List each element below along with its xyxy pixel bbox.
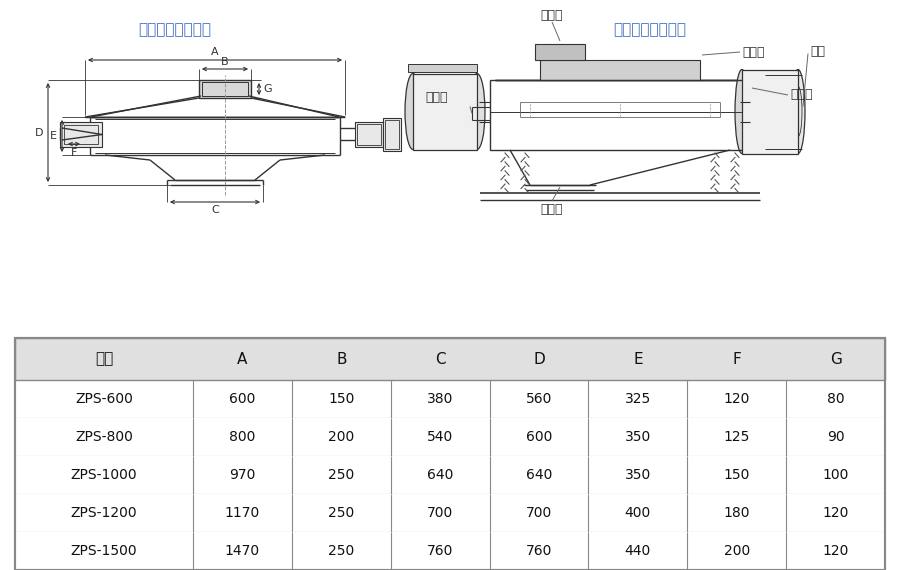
- Text: 型号: 型号: [94, 352, 113, 367]
- Text: 640: 640: [427, 468, 454, 482]
- Text: 125: 125: [724, 430, 750, 444]
- Bar: [60, 122, 102, 147]
- Text: ZPS-600: ZPS-600: [75, 392, 133, 406]
- Text: E: E: [633, 352, 643, 367]
- Text: 640: 640: [526, 468, 553, 482]
- Text: 400: 400: [625, 506, 651, 520]
- Bar: [385, 120, 399, 149]
- Bar: [15, 494, 885, 532]
- Text: 进料口: 进料口: [541, 9, 563, 22]
- Text: 出料口: 出料口: [541, 203, 563, 216]
- Text: 100: 100: [823, 468, 849, 482]
- Text: A: A: [212, 47, 219, 57]
- Text: 150: 150: [724, 468, 750, 482]
- Bar: [535, 44, 585, 60]
- Text: 120: 120: [823, 544, 849, 558]
- Text: E: E: [50, 131, 57, 141]
- Bar: [15, 456, 885, 494]
- Ellipse shape: [735, 70, 749, 153]
- Text: 电机: 电机: [810, 45, 825, 58]
- Text: 600: 600: [526, 430, 553, 444]
- Bar: [15, 418, 885, 456]
- Text: 700: 700: [526, 506, 552, 520]
- Text: 380: 380: [427, 392, 454, 406]
- Text: 180: 180: [724, 506, 750, 520]
- Text: D: D: [533, 352, 544, 367]
- Text: C: C: [212, 205, 219, 215]
- Text: 上框体: 上框体: [790, 88, 813, 101]
- Text: 90: 90: [827, 430, 844, 444]
- Bar: [540, 60, 700, 80]
- Text: ZPS-1200: ZPS-1200: [71, 506, 138, 520]
- Bar: [742, 70, 798, 153]
- Text: B: B: [336, 352, 346, 367]
- Text: 600: 600: [230, 392, 256, 406]
- Text: F: F: [733, 352, 741, 367]
- Text: 700: 700: [427, 506, 454, 520]
- Bar: [15, 338, 885, 380]
- Text: 540: 540: [427, 430, 454, 444]
- Bar: [199, 80, 251, 98]
- Text: 325: 325: [625, 392, 651, 406]
- Bar: [64, 125, 98, 144]
- Text: 250: 250: [328, 506, 355, 520]
- Text: 760: 760: [526, 544, 553, 558]
- Text: 150: 150: [328, 392, 355, 406]
- Text: 440: 440: [625, 544, 651, 558]
- Text: 直排筛外形结构图: 直排筛外形结构图: [614, 22, 687, 37]
- Text: ZPS-800: ZPS-800: [75, 430, 133, 444]
- Text: G: G: [830, 352, 842, 367]
- Text: 250: 250: [328, 544, 355, 558]
- Bar: [15, 532, 885, 570]
- Text: ZPS-1000: ZPS-1000: [71, 468, 138, 482]
- Text: 直排筛外形尺寸图: 直排筛外形尺寸图: [139, 22, 212, 37]
- Text: ZPS-1500: ZPS-1500: [71, 544, 138, 558]
- Text: A: A: [238, 352, 248, 367]
- Bar: [408, 63, 477, 71]
- Text: 200: 200: [724, 544, 750, 558]
- Bar: [490, 80, 750, 150]
- Text: 1470: 1470: [225, 544, 260, 558]
- Text: 防尘盖: 防尘盖: [742, 46, 764, 59]
- Text: 120: 120: [724, 392, 750, 406]
- Bar: [15, 380, 885, 418]
- Text: 350: 350: [625, 468, 651, 482]
- Bar: [202, 82, 248, 96]
- Text: G: G: [263, 84, 272, 94]
- Text: 排杂口: 排杂口: [425, 91, 447, 104]
- Text: 350: 350: [625, 430, 651, 444]
- Ellipse shape: [469, 74, 485, 149]
- Ellipse shape: [791, 70, 805, 153]
- Bar: [355, 122, 383, 147]
- Text: 250: 250: [328, 468, 355, 482]
- Text: B: B: [221, 57, 229, 67]
- Text: 760: 760: [427, 544, 454, 558]
- Text: D: D: [34, 128, 43, 137]
- Bar: [383, 118, 401, 151]
- Text: F: F: [71, 148, 77, 158]
- Text: 200: 200: [328, 430, 355, 444]
- Bar: [15, 338, 885, 570]
- Text: 970: 970: [230, 468, 256, 482]
- Text: C: C: [435, 352, 446, 367]
- Bar: [357, 124, 381, 145]
- Text: 120: 120: [823, 506, 849, 520]
- Bar: [413, 74, 477, 149]
- Text: 1170: 1170: [225, 506, 260, 520]
- Text: 800: 800: [230, 430, 256, 444]
- Text: 80: 80: [827, 392, 844, 406]
- Text: 560: 560: [526, 392, 553, 406]
- Ellipse shape: [405, 74, 421, 149]
- Bar: [15, 338, 885, 570]
